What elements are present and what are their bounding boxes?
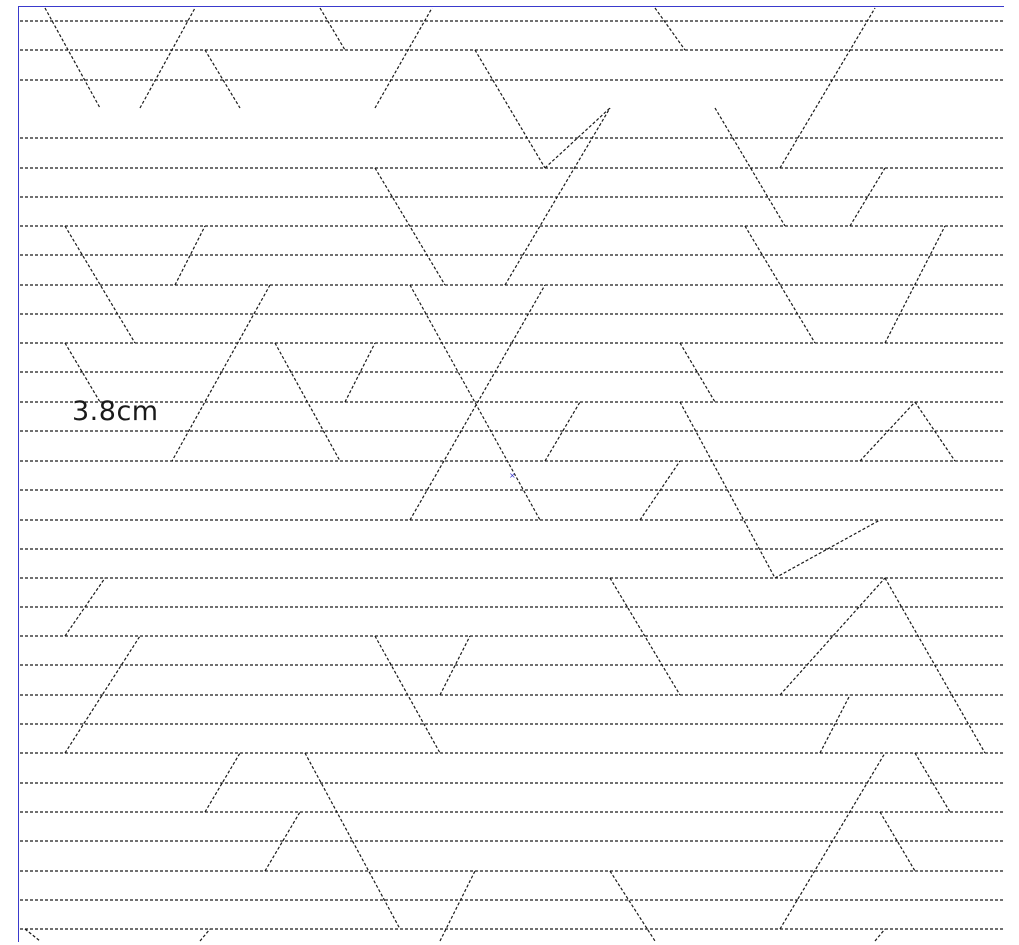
diagonal-dashed-segment [679,342,716,403]
diagonal-dashed-segment [204,752,241,813]
diagonal-dashed-segment [544,401,581,462]
diagonal-dashed-segment [274,342,341,462]
diagonal-dashed-segment [64,635,141,754]
diagonal-dashed-segment [439,635,471,696]
diagonal-dashed-segment [914,401,956,462]
diagonal-dashed-segment [139,7,196,109]
diagonal-dashed-segment [609,577,681,696]
diagonal-dashed-segment [64,225,136,344]
diagonal-dashed-segment [654,7,686,51]
frame-left-border [18,6,19,942]
diagonal-dashed-segment [779,752,886,930]
diagonal-dashed-segment [859,401,916,462]
diagonal-dashed-segment [304,752,401,930]
frame-top-border [18,6,1004,7]
diagonal-dashed-segment [474,49,546,169]
diagonal-dashed-segment [171,284,271,462]
diagonal-dashed-segment [914,752,951,813]
diagonal-dashed-segment [174,225,206,286]
diagonal-dashed-segment [44,7,101,109]
diagonal-dashed-segment [849,167,886,227]
diagonal-dashed-segment [639,460,681,521]
diagonal-dashed-segment [884,225,946,344]
diagonal-dashed-segment [319,7,346,51]
diagonal-dashed-segment [409,284,546,521]
diagonal-dashed-segment [439,870,476,942]
diagonal-dashed-segment [344,342,376,403]
diagonal-dashed-segment [374,635,441,754]
diagonal-dashed-segment [744,225,816,344]
diagonal-dashed-segment [204,49,241,109]
diagonal-dashed-segment [884,577,986,754]
diagonal-dashed-segment [504,107,611,286]
diagonal-dashed-segment [779,577,886,696]
diagonal-dashed-segment [374,167,446,286]
diagonal-dashed-segment [679,401,776,579]
diagonal-dashed-segment [879,811,916,872]
diagonal-dashed-segment [714,107,786,227]
diagonal-dashed-segment [609,870,656,942]
diagonal-dashed-segment [819,694,851,754]
diagonal-dashed-segment [264,811,301,872]
center-marker: × [509,471,516,480]
diagonal-dashed-segment [779,7,876,169]
diagonal-dashed-segment [199,928,211,942]
diagonal-dashed-segment [64,577,106,637]
diagonal-dashed-segment [64,342,101,403]
diagonal-dashed-segment [24,928,41,942]
dimension-label: 3.8cm [72,396,159,427]
diagonal-dashed-segment [874,928,886,942]
diagonal-dashed-segment [374,7,433,109]
